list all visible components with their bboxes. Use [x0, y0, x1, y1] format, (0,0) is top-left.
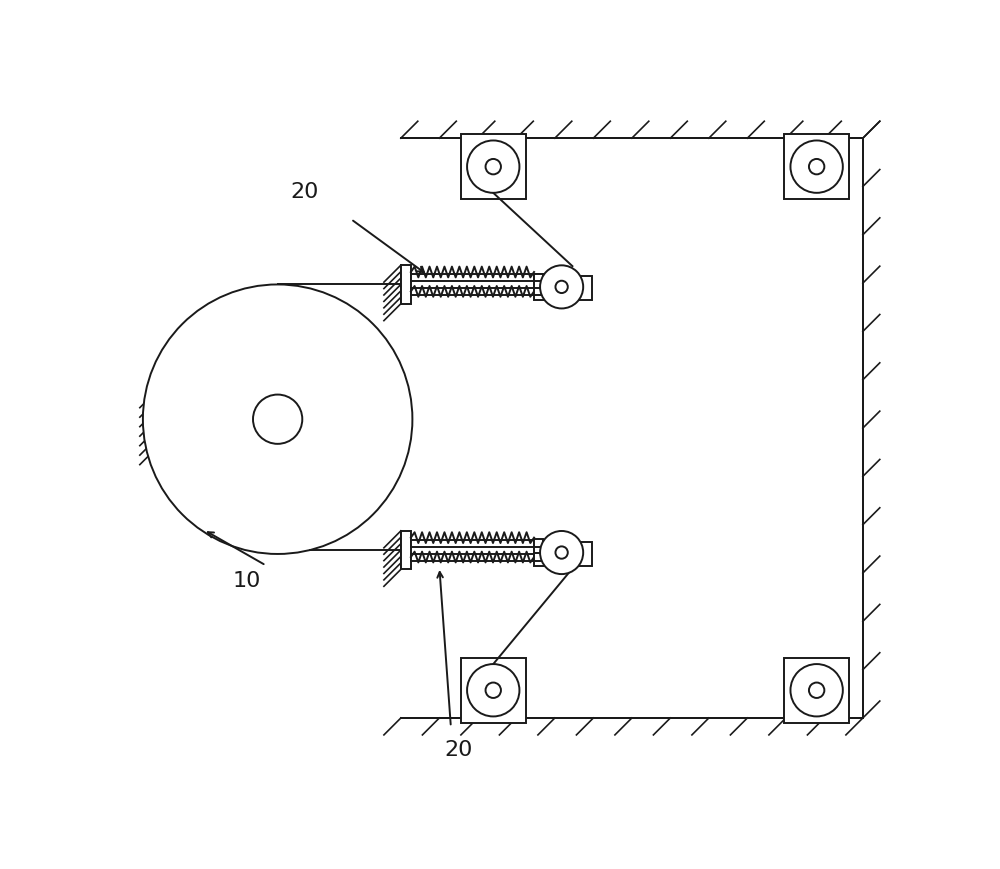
Text: 20: 20 — [290, 182, 319, 202]
Bar — [461, 658, 526, 723]
Bar — [784, 658, 849, 723]
Circle shape — [540, 265, 583, 308]
Circle shape — [790, 141, 843, 193]
Bar — [534, 541, 592, 566]
Bar — [534, 540, 543, 547]
Bar — [411, 540, 547, 547]
Circle shape — [790, 664, 843, 716]
Bar — [461, 135, 526, 199]
Circle shape — [143, 284, 412, 554]
Bar — [157, 391, 168, 448]
Bar — [534, 276, 592, 300]
Text: 10: 10 — [233, 571, 261, 591]
Bar — [784, 135, 849, 199]
Text: 20: 20 — [444, 740, 473, 760]
Bar — [411, 554, 547, 561]
Circle shape — [467, 141, 519, 193]
Circle shape — [540, 531, 583, 574]
Bar — [401, 531, 411, 569]
Bar — [411, 288, 547, 295]
Bar — [401, 265, 411, 303]
Bar — [534, 274, 543, 281]
Circle shape — [467, 664, 519, 716]
Bar — [534, 554, 543, 561]
Bar — [534, 288, 543, 295]
Bar — [411, 274, 547, 281]
